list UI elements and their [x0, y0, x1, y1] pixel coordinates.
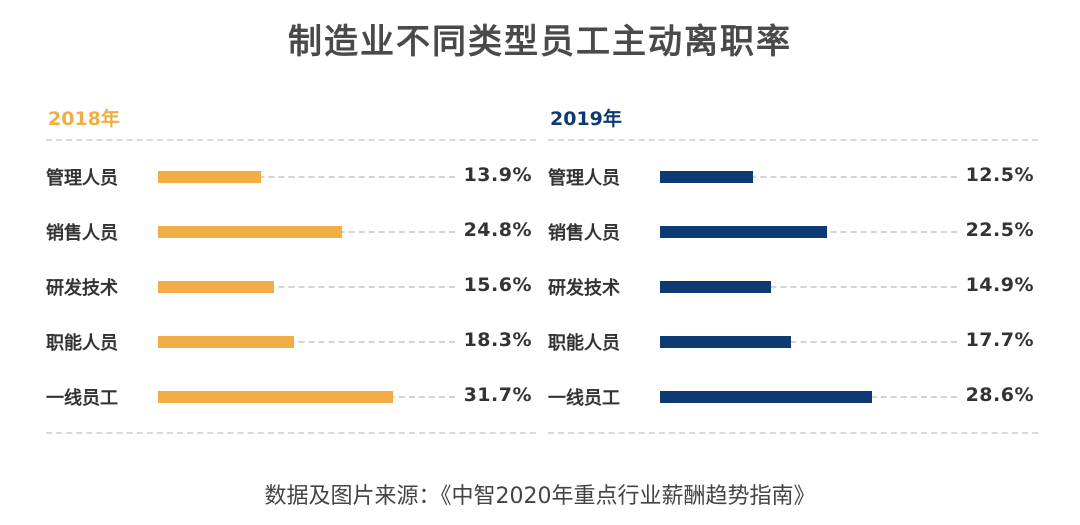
- category-label: 销售人员: [548, 223, 620, 244]
- panel-year-label: 2019年: [550, 108, 622, 130]
- bar-row: 一线员工 31.7%: [46, 382, 536, 412]
- value-label: 24.8%: [463, 219, 532, 241]
- bar: [660, 336, 792, 348]
- category-label: 研发技术: [46, 278, 118, 299]
- bar: [158, 171, 262, 183]
- value-label: 17.7%: [965, 329, 1034, 351]
- bar: [660, 391, 873, 403]
- bar-track: [158, 341, 455, 343]
- bottom-divider: [46, 432, 536, 434]
- bar-track: [660, 341, 957, 343]
- value-label: 22.5%: [965, 219, 1034, 241]
- bar-row: 职能人员 17.7%: [548, 327, 1038, 357]
- panel-2019: 2019年 管理人员 12.5% 销售人员 22.5% 研发技术 14.9% 职能人员 17.…: [548, 96, 1044, 441]
- value-label: 12.5%: [965, 164, 1034, 186]
- value-label: 18.3%: [463, 329, 532, 351]
- bar-track: [660, 286, 957, 288]
- category-label: 职能人员: [46, 333, 118, 354]
- bar: [158, 281, 274, 293]
- value-label: 14.9%: [965, 274, 1034, 296]
- category-label: 一线员工: [46, 388, 118, 409]
- value-label: 31.7%: [463, 384, 532, 406]
- bar-row: 管理人员 13.9%: [46, 162, 536, 192]
- category-label: 管理人员: [46, 168, 118, 189]
- category-label: 研发技术: [548, 278, 620, 299]
- category-label: 管理人员: [548, 168, 620, 189]
- panel-year-label: 2018年: [48, 108, 120, 130]
- bar: [660, 171, 753, 183]
- panel-2018: 2018年 管理人员 13.9% 销售人员 24.8% 研发技术 15.6% 职能人员 18.…: [46, 96, 542, 441]
- bar-track: [660, 176, 957, 178]
- bar: [158, 336, 294, 348]
- bar-row: 管理人员 12.5%: [548, 162, 1038, 192]
- bar-track: [158, 176, 455, 178]
- top-divider: [548, 139, 1038, 141]
- source-caption: 数据及图片来源：《中智2020年重点行业薪酬趋势指南》: [264, 484, 816, 509]
- bottom-divider: [548, 432, 1038, 434]
- category-label: 职能人员: [548, 333, 620, 354]
- bar: [660, 281, 771, 293]
- value-label: 13.9%: [463, 164, 532, 186]
- category-label: 销售人员: [46, 223, 118, 244]
- chart-title: 制造业不同类型员工主动离职率: [288, 22, 792, 62]
- bar: [660, 226, 828, 238]
- bar-row: 职能人员 18.3%: [46, 327, 536, 357]
- bar-track: [158, 286, 455, 288]
- bar-row: 研发技术 14.9%: [548, 272, 1038, 302]
- value-label: 28.6%: [965, 384, 1034, 406]
- bar-row: 销售人员 22.5%: [548, 217, 1038, 247]
- bar: [158, 391, 394, 403]
- top-divider: [46, 139, 536, 141]
- bar-row: 研发技术 15.6%: [46, 272, 536, 302]
- value-label: 15.6%: [463, 274, 532, 296]
- bar-row: 一线员工 28.6%: [548, 382, 1038, 412]
- bar-row: 销售人员 24.8%: [46, 217, 536, 247]
- bar: [158, 226, 343, 238]
- category-label: 一线员工: [548, 388, 620, 409]
